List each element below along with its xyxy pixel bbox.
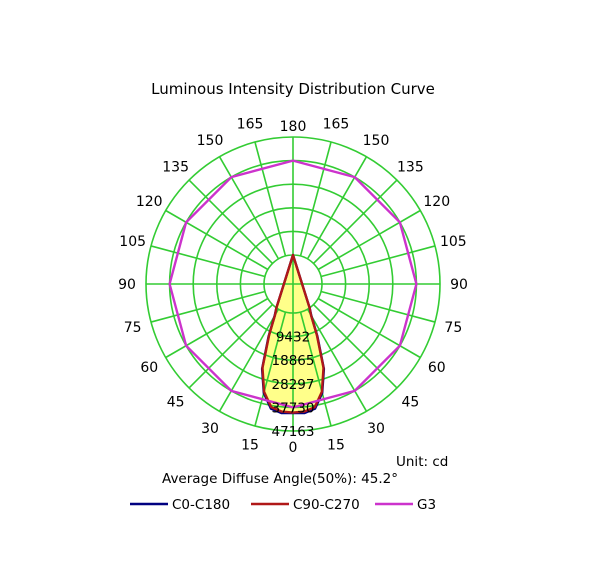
- grid-spoke: [188, 179, 274, 265]
- angle-tick-label: 90: [118, 277, 136, 293]
- grid-spoke: [165, 209, 269, 271]
- legend: C0-C180 C90-C270 G3: [130, 497, 436, 513]
- grid-spoke: [312, 179, 398, 265]
- grid-spoke: [218, 308, 280, 412]
- radial-tick-label: 37730: [272, 400, 315, 416]
- angle-tick-label: 75: [124, 320, 142, 336]
- grid-spoke: [254, 141, 287, 257]
- angle-tick-label: 150: [197, 133, 224, 149]
- angle-tick-label: 165: [237, 117, 264, 133]
- angle-tick-label: 135: [162, 160, 189, 176]
- grid-spoke: [306, 308, 368, 412]
- angle-tick-label: 165: [323, 117, 350, 133]
- radial-tick-label: 47163: [272, 424, 315, 440]
- angle-tick-label: 90: [450, 277, 468, 293]
- grid-spoke: [254, 311, 287, 427]
- angle-tick-label: 120: [136, 194, 163, 210]
- legend-entry: C0-C180: [130, 497, 230, 513]
- radial-tick-label: 18865: [272, 353, 315, 369]
- grid-spoke: [320, 245, 436, 278]
- grid-spoke: [312, 303, 398, 389]
- grid-spoke: [299, 141, 332, 257]
- series-line-g3: [168, 159, 418, 409]
- angle-tick-label: 0: [289, 440, 298, 456]
- angle-tick-label: 30: [367, 421, 385, 437]
- radial-tick-label: 9432: [276, 330, 310, 346]
- grid-spoke: [150, 290, 266, 323]
- grid-spoke: [317, 209, 421, 271]
- unit-label: Unit: cd: [396, 454, 448, 470]
- angle-tick-label: 150: [363, 133, 390, 149]
- angle-tick-label: 120: [423, 194, 450, 210]
- grid-spoke: [188, 303, 274, 389]
- legend-label: C90-C270: [293, 497, 360, 513]
- legend-label: G3: [417, 497, 436, 513]
- angle-tick-label: 75: [444, 320, 462, 336]
- legend-label: C0-C180: [172, 497, 230, 513]
- angle-tick-label: 105: [440, 234, 467, 250]
- legend-entry: C90-C270: [251, 497, 360, 513]
- grid-spoke: [150, 245, 266, 278]
- angle-tick-label: 180: [280, 119, 307, 135]
- series-layer: [168, 159, 418, 415]
- chart-title: Luminous Intensity Distribution Curve: [151, 80, 435, 98]
- angle-tick-label: 60: [140, 360, 158, 376]
- grid-spoke: [317, 297, 421, 359]
- angle-tick-label: 15: [241, 437, 259, 453]
- angle-tick-label: 105: [119, 234, 146, 250]
- grid-spoke: [299, 311, 332, 427]
- angle-tick-label: 45: [167, 394, 185, 410]
- grid-spoke: [218, 156, 280, 260]
- angle-tick-label: 60: [428, 360, 446, 376]
- angle-tick-label: 135: [397, 160, 424, 176]
- grid-spoke: [165, 297, 269, 359]
- angle-tick-label: 30: [201, 421, 219, 437]
- average-angle-label: Average Diffuse Angle(50%): 45.2°: [162, 471, 398, 487]
- legend-entry: G3: [375, 497, 436, 513]
- angle-tick-label: 45: [401, 394, 419, 410]
- radial-labels: 9432 18865 28297 37730 47163: [272, 330, 315, 440]
- radial-tick-label: 28297: [272, 377, 315, 393]
- grid-spoke: [320, 290, 436, 323]
- series-line-c90-c270: [261, 253, 325, 414]
- angle-tick-label: 15: [327, 437, 345, 453]
- grid-spoke: [306, 156, 368, 260]
